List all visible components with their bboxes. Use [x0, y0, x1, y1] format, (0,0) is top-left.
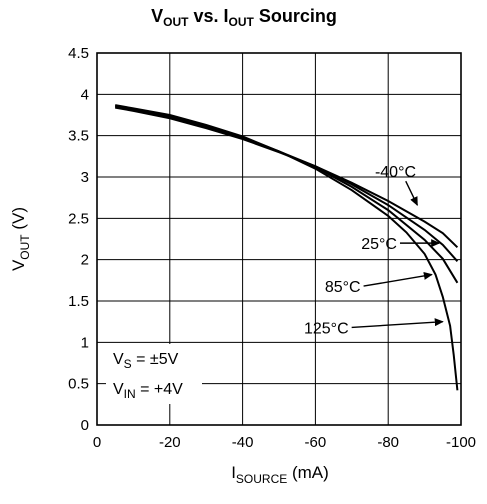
y-tick-label: 3.5 — [68, 128, 89, 145]
y-axis-label: VOUT (V) — [9, 207, 32, 271]
x-tick-label: -40 — [232, 434, 254, 451]
condition-vs: VS = ±5V — [113, 351, 179, 371]
series-line-125C — [115, 104, 459, 391]
y-tick-label: 4.5 — [68, 45, 89, 62]
plot-frame — [96, 52, 462, 426]
annotation-label-25C: 25°C — [361, 236, 397, 253]
conditions-box-background — [106, 344, 202, 404]
y-tick-label: 0.5 — [68, 376, 89, 393]
series-line-85C — [115, 104, 459, 284]
chart-title: VOUT vs. IOUT Sourcing — [151, 6, 337, 29]
x-tick-labels: 0 -20 -40 -60 -80 -100 — [93, 434, 476, 451]
y-tick-label: 2 — [81, 252, 89, 269]
test-conditions: VS = ±5V VIN = +4V — [106, 344, 202, 404]
y-tick-label: 1.5 — [68, 293, 89, 310]
x-tick-label: -20 — [159, 434, 181, 451]
y-tick-label: 4 — [81, 86, 89, 103]
y-tick-labels: 0 0.5 1 1.5 2 2.5 3 3.5 4 4.5 — [68, 45, 89, 434]
annotation-arrow-40C — [405, 180, 418, 207]
x-tick-label: 0 — [93, 434, 101, 451]
temperature-annotations: -40°C 25°C 85°C 125°C — [304, 164, 444, 337]
x-tick-label: -80 — [377, 434, 399, 451]
annotation-label-40C: -40°C — [375, 164, 416, 181]
annotation-label-85C: 85°C — [325, 279, 361, 296]
annotation-arrow-85C — [363, 271, 433, 287]
x-tick-label: -60 — [305, 434, 327, 451]
y-tick-label: 0 — [81, 417, 89, 434]
x-axis-label: ISOURCE (mA) — [231, 463, 329, 486]
y-tick-label: 1 — [81, 334, 89, 351]
series-line-25C — [115, 105, 459, 262]
condition-vin: VIN = +4V — [113, 381, 183, 401]
annotation-label-125C: 125°C — [304, 320, 349, 337]
x-tick-label: -100 — [446, 434, 476, 451]
annotation-arrow-125C — [351, 318, 444, 329]
y-tick-label: 3 — [81, 169, 89, 186]
y-tick-label: 2.5 — [68, 210, 89, 227]
